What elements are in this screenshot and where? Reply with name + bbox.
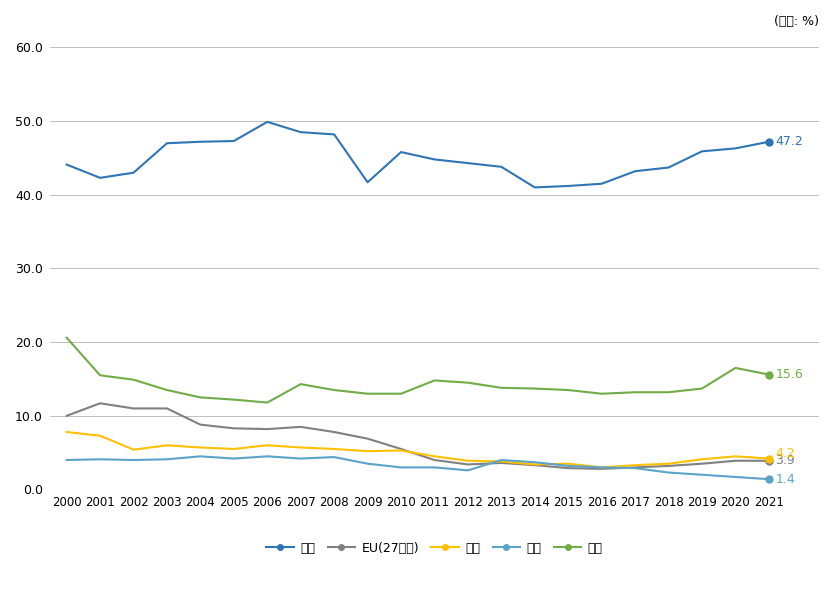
Text: (단위: %): (단위: %) <box>774 15 819 28</box>
Text: 1.4: 1.4 <box>776 473 796 485</box>
Text: 47.2: 47.2 <box>776 135 803 148</box>
Text: 3.9: 3.9 <box>776 454 796 467</box>
Text: 15.6: 15.6 <box>776 368 803 381</box>
Legend: 미국, EU(27개국), 독일, 일본, 한국: 미국, EU(27개국), 독일, 일본, 한국 <box>261 537 608 560</box>
Text: 4.2: 4.2 <box>776 447 796 460</box>
